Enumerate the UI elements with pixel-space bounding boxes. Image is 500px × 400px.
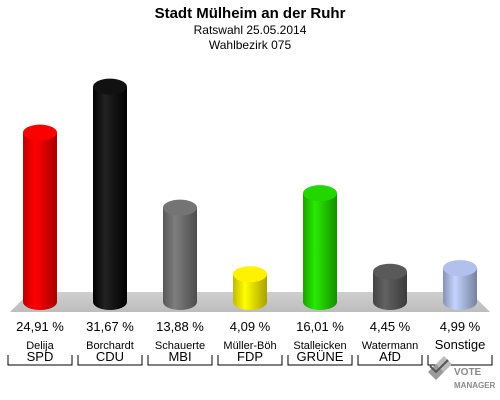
value-label: 13,88 % (156, 319, 204, 334)
logo-line2: MANAGER (454, 381, 496, 390)
bar-body (23, 132, 57, 302)
bar-afd (373, 263, 407, 310)
candidate-label: Schauerte (155, 340, 205, 352)
label-bracket (287, 355, 353, 366)
party-label: AfD (379, 349, 401, 364)
label-bracket (427, 355, 493, 366)
bar-top (373, 263, 407, 280)
party-label: Sonstige (435, 337, 486, 352)
candidate-label: Delija (26, 340, 54, 352)
party-label: MBI (168, 349, 191, 364)
bar-bottom (93, 294, 127, 310)
bar-top (93, 78, 127, 95)
bar-bottom (373, 294, 407, 310)
bar-body (163, 207, 197, 302)
candidate-label: Müller-Böh (223, 340, 276, 352)
party-label: GRÜNE (297, 349, 344, 364)
chart-subtitle-election: Ratswahl 25.05.2014 (194, 23, 307, 37)
value-label: 24,91 % (16, 319, 64, 334)
bar-bottom (163, 294, 197, 310)
bar-group (23, 78, 477, 310)
logo-line1: VOTE (454, 367, 482, 378)
chart-title: Stadt Mülheim an der Ruhr (155, 5, 346, 22)
bar-top (23, 124, 57, 141)
value-label: 4,99 % (440, 319, 481, 334)
bar-body (93, 86, 127, 302)
bar-top (163, 199, 197, 216)
label-bracket (77, 355, 143, 366)
chart-subtitle-district: Wahlbezirk 075 (209, 38, 292, 52)
bar-top (303, 185, 337, 202)
bar-fdp (233, 266, 267, 310)
candidate-label: Borchardt (86, 340, 134, 352)
label-bracket (147, 355, 213, 366)
bar-mbi (163, 199, 197, 310)
party-label: CDU (96, 349, 124, 364)
bar-body (303, 193, 337, 302)
bar-bottom (233, 294, 267, 310)
bar-top (443, 260, 477, 277)
bar-bottom (303, 294, 337, 310)
label-bracket (217, 355, 283, 366)
bar-sonstige (443, 260, 477, 310)
bar-bottom (443, 294, 477, 310)
value-label: 4,45 % (370, 319, 411, 334)
bar-cdu (93, 78, 127, 310)
bar-bottom (23, 294, 57, 310)
candidate-label: Stalleicken (293, 340, 346, 352)
party-label: FDP (237, 349, 263, 364)
value-label: 16,01 % (296, 319, 344, 334)
bar-spd (23, 124, 57, 310)
label-bracket (7, 355, 73, 366)
party-label: SPD (27, 349, 54, 364)
bar-top (233, 266, 267, 283)
label-bracket (357, 355, 423, 366)
vote-manager-logo: VOTE MANAGER (428, 356, 496, 390)
value-label: 31,67 % (86, 319, 134, 334)
value-label: 4,09 % (230, 319, 271, 334)
candidate-label: Watermann (362, 340, 418, 352)
bar-grüne (303, 185, 337, 310)
